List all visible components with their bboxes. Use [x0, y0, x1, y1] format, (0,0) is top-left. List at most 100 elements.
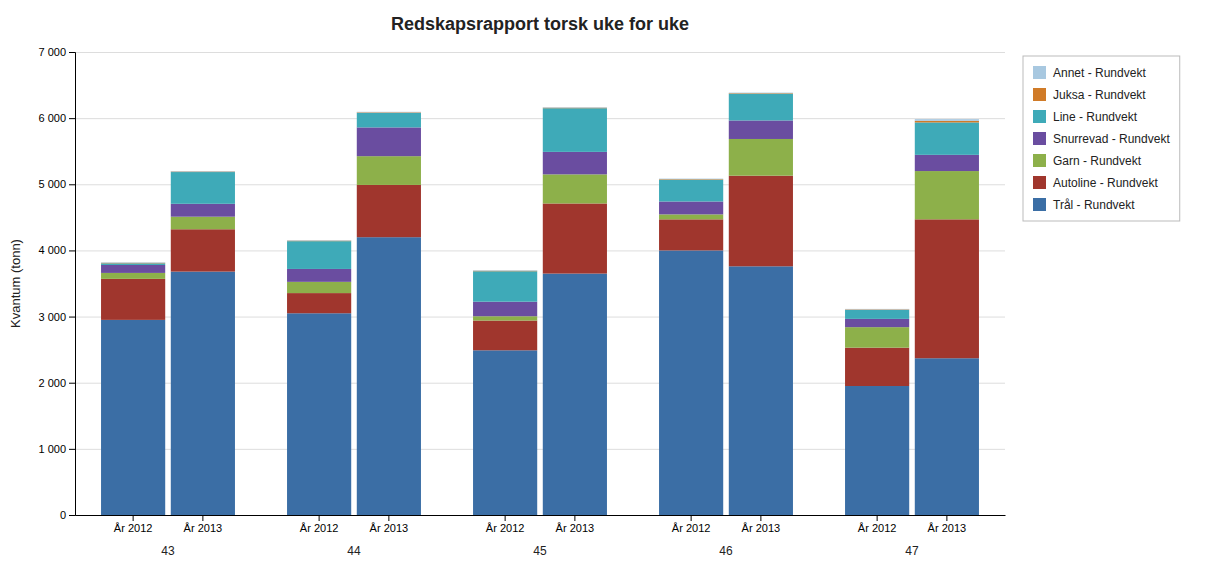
x-tick-mark	[202, 515, 203, 521]
category-label: 46	[719, 544, 733, 558]
x-tick-mark	[691, 515, 692, 521]
bar-segment	[543, 203, 607, 273]
legend-swatch	[1033, 154, 1046, 167]
legend-swatch	[1033, 176, 1046, 189]
y-tick: 2 000	[38, 377, 75, 389]
legend-swatch	[1033, 110, 1046, 123]
y-tick-mark	[69, 449, 75, 450]
x-tick-label: År 2012	[858, 522, 897, 534]
legend-swatch	[1033, 88, 1046, 101]
bar-segment	[357, 185, 421, 237]
bar-segment	[729, 266, 793, 515]
bar-segment	[101, 262, 165, 264]
y-tick: 0	[60, 509, 75, 521]
y-tick-label: 7 000	[38, 46, 66, 58]
x-tick-mark	[760, 515, 761, 521]
bar-segment	[287, 293, 351, 313]
x-group-axis: År 2012 År 2013	[672, 515, 780, 534]
x-tick: År 2013	[742, 515, 781, 534]
x-tick: År 2013	[184, 515, 223, 534]
bars	[101, 93, 979, 515]
x-group-axis: År 2012 År 2013	[858, 515, 966, 534]
legend-label: Trål - Rundvekt	[1053, 198, 1135, 212]
y-axis-title: Kvantum (tonn)	[8, 239, 23, 328]
legend-label: Annet - Rundvekt	[1053, 66, 1146, 80]
x-tick: År 2012	[672, 515, 711, 534]
legend-item: Trål - Rundvekt	[1033, 198, 1135, 212]
bar-segment	[729, 93, 793, 95]
x-tick: År 2012	[858, 515, 897, 534]
bar-segment	[473, 270, 537, 272]
grid-tick	[75, 52, 1005, 53]
bar-segment	[287, 240, 351, 242]
x-tick: År 2012	[300, 515, 339, 534]
x-tick-label: År 2012	[114, 522, 153, 534]
bar-segment	[473, 271, 537, 301]
y-tick: 4 000	[38, 244, 75, 256]
bar-segment	[543, 107, 607, 109]
x-tick-mark	[946, 515, 947, 521]
bar-segment	[543, 107, 607, 109]
x-tick-label: År 2013	[742, 522, 781, 534]
x-tick: År 2013	[928, 515, 967, 534]
bar-segment	[171, 171, 235, 173]
bar-segment	[659, 179, 723, 181]
bar-segment	[171, 272, 235, 515]
legend-label: Juksa - Rundvekt	[1053, 88, 1146, 102]
bar-segment	[287, 241, 351, 269]
bar-segment	[845, 319, 909, 327]
bar-segment	[287, 313, 351, 515]
x-tick-label: År 2012	[672, 522, 711, 534]
legend-item: Line - Rundvekt	[1033, 110, 1138, 124]
x-tick-mark	[877, 515, 878, 521]
bar-segment	[915, 219, 979, 358]
bar-segment	[729, 139, 793, 176]
y-tick-mark	[69, 317, 75, 318]
legend-swatch	[1033, 198, 1046, 211]
grid-tick	[75, 515, 1005, 516]
bar-segment	[171, 172, 235, 204]
chart: 01 0002 0003 0004 0005 0006 0007 000År 2…	[0, 0, 1220, 577]
bar-segment	[101, 273, 165, 279]
category-label: 43	[161, 544, 175, 558]
x-tick-label: År 2013	[184, 522, 223, 534]
bar-segment	[915, 122, 979, 154]
bar-segment	[287, 269, 351, 282]
grid-tick	[75, 118, 1005, 119]
y-tick-mark	[69, 52, 75, 53]
series-bars	[101, 176, 979, 386]
y-tick-mark	[69, 250, 75, 251]
series-bars	[101, 120, 979, 327]
y-tick-label: 5 000	[38, 178, 66, 190]
bar-segment	[659, 180, 723, 202]
bar-segment	[543, 274, 607, 515]
legend-label: Line - Rundvekt	[1053, 110, 1138, 124]
y-tick: 5 000	[38, 178, 75, 190]
x-tick: År 2012	[486, 515, 525, 534]
legend-swatch	[1033, 66, 1046, 79]
bar-segment	[729, 120, 793, 139]
bar-segment	[845, 327, 909, 348]
x-tick-mark	[574, 515, 575, 521]
bar-segment	[915, 171, 979, 219]
y-axis: 01 0002 0003 0004 0005 0006 0007 000	[38, 46, 75, 521]
legend-label: Garn - Rundvekt	[1053, 154, 1142, 168]
y-tick-mark	[69, 118, 75, 119]
series-bars	[101, 94, 979, 319]
legend-item: Autoline - Rundvekt	[1033, 176, 1158, 190]
bar-segment	[915, 121, 979, 123]
grid-line	[75, 118, 1005, 119]
bar-segment	[357, 112, 421, 114]
legend-swatch	[1033, 132, 1046, 145]
series-bars	[101, 139, 979, 348]
x-tick-mark	[319, 515, 320, 521]
title: Redskapsrapport torsk uke for uke	[391, 14, 689, 34]
series-bars	[101, 237, 979, 515]
bar-segment	[473, 350, 537, 515]
bar-segment	[659, 178, 723, 180]
bar-segment	[473, 302, 537, 317]
y-tick: 6 000	[38, 112, 75, 124]
series-bars	[101, 93, 979, 310]
bar-segment	[845, 310, 909, 319]
y-axis-line	[69, 53, 76, 516]
